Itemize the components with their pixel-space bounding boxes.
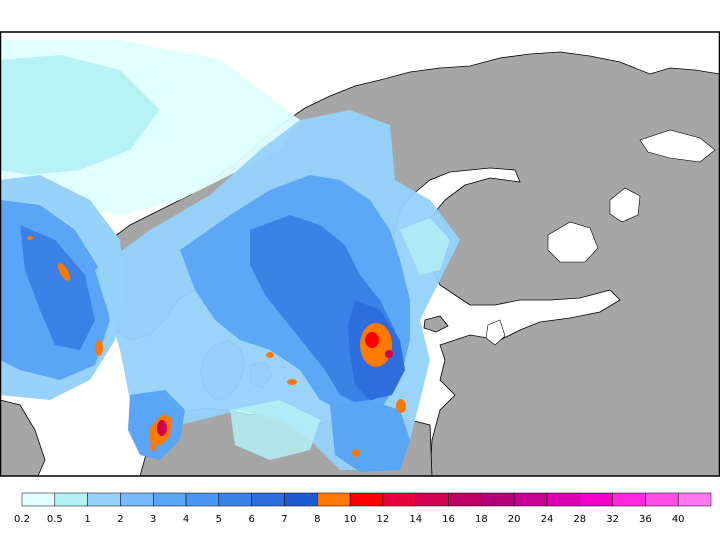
precip-baltic-orange [396,399,406,413]
legend-swatch-9 [317,492,351,507]
lake-ladoga [547,221,599,263]
color-legend: 0.2 0.5 1 2 3 4 5 6 7 8 10 12 14 16 18 20 24 28 32 36 40 [14,492,712,525]
legend-swatch-18 [612,492,646,507]
legend-swatch-5 [185,492,220,507]
legend-swatch-14 [481,492,515,507]
legend-tick-label: 5 [216,514,222,525]
legend-tick-label: 20 [508,514,521,525]
legend-tick-label: 32 [606,514,619,525]
legend-swatch-2 [87,492,121,507]
legend-tick-label: 0.5 [47,514,63,525]
legend-swatch-0 [21,492,56,507]
precipitation-overlay [0,40,460,472]
precip-cyan-north [0,55,160,175]
legend-swatch-20 [677,492,712,507]
precipitation-map [0,31,720,477]
legend-tick-label: 0.2 [14,514,30,525]
precip-netherlands-crimson [157,420,167,436]
lake-white-sea [639,129,716,163]
legend-swatch-15 [513,492,548,507]
precip-west-storm-inner [20,225,95,350]
land-britain [0,399,46,477]
precip-germany-light [230,400,320,460]
legend-tick-label: 14 [409,514,422,525]
precip-stockholm-crimson [385,350,393,358]
legend-swatch-7 [251,492,285,507]
legend-swatch-3 [120,492,154,507]
legend-tick-label: 10 [344,514,357,525]
legend-tick-label: 3 [150,514,156,525]
precip-stockholm-red [365,332,379,348]
legend-swatch-16 [546,492,581,507]
land-saaremaa [423,315,449,333]
legend-swatch-11 [382,492,416,507]
legend-tick-label: 4 [183,514,189,525]
legend-tick-label: 1 [84,514,90,525]
legend-ticks: 0.2 0.5 1 2 3 4 5 6 7 8 10 12 14 16 18 20 24 28 32 36 40 [14,514,685,525]
legend-swatch-17 [579,492,613,507]
legend-swatch-8 [284,492,318,507]
precip-west-peak-3 [27,236,33,240]
precip-small-orange-3 [352,449,360,457]
precip-west-peak-1 [57,263,71,281]
precip-netherlands-small [150,443,156,451]
precip-south-baltic [330,400,410,472]
legend-tick-label: 24 [541,514,554,525]
lake-peipus [485,319,506,346]
legend-swatch-6 [218,492,252,507]
legend-tick-label: 28 [573,514,586,525]
legend-tick-label: 18 [475,514,488,525]
legend-tick-label: 36 [639,514,652,525]
legend-tick-label: 40 [672,514,685,525]
legend-swatch-19 [645,492,679,507]
legend-bars [21,492,712,507]
legend-swatch-10 [349,492,384,507]
legend-swatch-12 [415,492,449,507]
legend-swatch-1 [54,492,88,507]
legend-tick-label: 6 [248,514,254,525]
lake-onega [609,187,641,223]
precip-finland-light [400,218,450,275]
legend-swatch-13 [448,492,482,507]
legend-tick-label: 2 [117,514,123,525]
legend-tick-label: 16 [442,514,455,525]
precip-small-orange-1 [287,379,297,385]
precip-small-orange-2 [266,352,274,358]
legend-tick-label: 7 [281,514,287,525]
precip-west-peak-2 [95,340,103,356]
legend-swatch-4 [152,492,187,507]
legend-tick-label: 12 [377,514,390,525]
legend-tick-label: 8 [314,514,320,525]
